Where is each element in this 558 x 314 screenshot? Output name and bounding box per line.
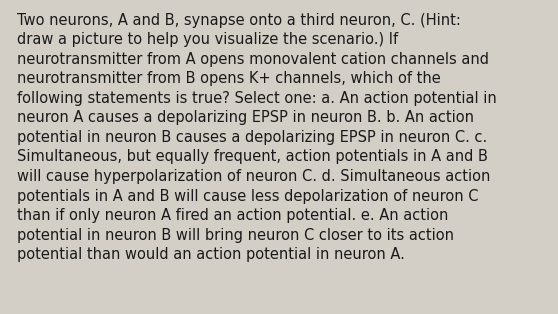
Text: Two neurons, A and B, synapse onto a third neuron, C. (Hint:
draw a picture to h: Two neurons, A and B, synapse onto a thi…	[17, 13, 497, 262]
